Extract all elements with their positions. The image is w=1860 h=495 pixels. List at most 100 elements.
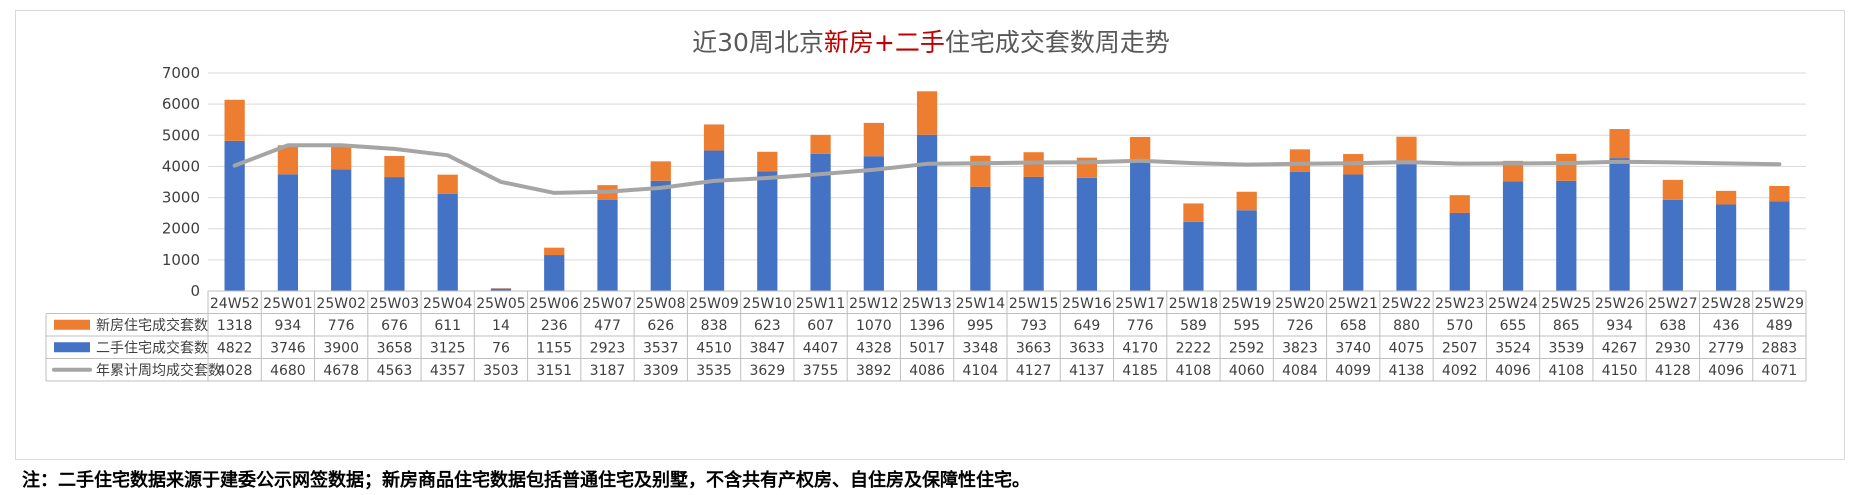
bar-second-hand bbox=[1289, 171, 1311, 291]
data-value-cell: 655 bbox=[1500, 318, 1527, 334]
data-value-cell: 4086 bbox=[909, 363, 945, 379]
bar-second-hand bbox=[703, 150, 725, 291]
bar-second-hand bbox=[1130, 161, 1151, 291]
bar-new-home bbox=[1556, 153, 1577, 181]
data-value-cell: 2930 bbox=[1655, 340, 1691, 356]
data-value-cell: 3746 bbox=[270, 340, 306, 356]
category-label: 25W08 bbox=[636, 296, 685, 312]
data-value-cell: 2222 bbox=[1176, 340, 1212, 356]
legend-key-box bbox=[54, 319, 90, 330]
category-label: 25W04 bbox=[423, 296, 473, 312]
bar-second-hand bbox=[331, 169, 352, 291]
y-tick-label: 0 bbox=[190, 282, 200, 300]
category-label: 25W09 bbox=[689, 296, 738, 312]
data-value-cell: 14 bbox=[492, 318, 510, 334]
data-value-cell: 4084 bbox=[1282, 363, 1318, 379]
data-value-cell: 4128 bbox=[1655, 363, 1691, 379]
data-value-cell: 4563 bbox=[377, 363, 413, 379]
legend-label: 新房住宅成交套数 bbox=[96, 317, 208, 334]
category-label: 25W11 bbox=[796, 296, 845, 312]
bar-new-home bbox=[1289, 149, 1311, 172]
data-value-cell: 4407 bbox=[803, 340, 839, 356]
data-value-cell: 934 bbox=[275, 318, 302, 334]
bar-second-hand bbox=[916, 134, 938, 291]
data-value-cell: 934 bbox=[1606, 318, 1633, 334]
category-label: 25W01 bbox=[263, 296, 312, 312]
chart-title: 近30周北京新房+二手住宅成交套数周走势 bbox=[16, 23, 1846, 59]
bar-second-hand bbox=[277, 174, 299, 291]
data-value-cell: 3629 bbox=[749, 363, 785, 379]
data-value-cell: 4510 bbox=[696, 340, 732, 356]
category-label: 25W05 bbox=[476, 296, 525, 312]
category-label: 25W28 bbox=[1701, 296, 1750, 312]
bar-second-hand bbox=[1556, 180, 1577, 291]
bar-new-home bbox=[1130, 136, 1151, 162]
bar-second-hand bbox=[490, 288, 512, 291]
bar-second-hand bbox=[1609, 158, 1630, 291]
bar-new-home bbox=[1715, 190, 1737, 205]
data-value-cell: 3309 bbox=[643, 363, 679, 379]
data-value-cell: 2923 bbox=[590, 340, 626, 356]
data-value-cell: 726 bbox=[1287, 318, 1314, 334]
data-value-cell: 2507 bbox=[1442, 340, 1478, 356]
bar-new-home bbox=[277, 145, 299, 175]
bar-new-home bbox=[916, 91, 938, 135]
data-value-cell: 3537 bbox=[643, 340, 679, 356]
data-value-cell: 1318 bbox=[217, 318, 253, 334]
bar-second-hand bbox=[1715, 204, 1737, 291]
data-value-cell: 4678 bbox=[323, 363, 359, 379]
data-value-cell: 1396 bbox=[909, 318, 945, 334]
category-label: 25W03 bbox=[370, 296, 419, 312]
category-label: 25W26 bbox=[1595, 296, 1645, 312]
bar-second-hand bbox=[384, 177, 405, 291]
data-value-cell: 3740 bbox=[1335, 340, 1371, 356]
bar-second-hand bbox=[1236, 210, 1257, 291]
bar-second-hand bbox=[810, 153, 831, 291]
data-value-cell: 995 bbox=[967, 318, 994, 334]
bar-new-home bbox=[810, 134, 831, 154]
data-value-cell: 4150 bbox=[1602, 363, 1638, 379]
bar-second-hand bbox=[1662, 199, 1683, 291]
bar-second-hand bbox=[1183, 221, 1204, 291]
bar-new-home bbox=[863, 122, 884, 157]
title-part-4: 二手 bbox=[894, 28, 945, 57]
data-value-cell: 4680 bbox=[270, 363, 306, 379]
footnote: 注：二手住宅数据来源于建委公示网签数据；新房商品住宅数据包括普通住宅及别墅，不含… bbox=[22, 470, 1030, 491]
category-label: 25W16 bbox=[1062, 296, 1112, 312]
category-label: 25W18 bbox=[1169, 296, 1218, 312]
category-label: 25W07 bbox=[583, 296, 632, 312]
data-value-cell: 4071 bbox=[1762, 363, 1798, 379]
data-value-cell: 4028 bbox=[217, 363, 253, 379]
data-value-cell: 4357 bbox=[430, 363, 466, 379]
category-label: 25W12 bbox=[849, 296, 898, 312]
y-tick-label: 4000 bbox=[162, 157, 200, 175]
bar-new-home bbox=[384, 156, 405, 178]
data-value-cell: 649 bbox=[1074, 318, 1101, 334]
legend-key-box bbox=[54, 342, 90, 353]
legend-label: 年累计周均成交套数 bbox=[96, 362, 222, 379]
bar-second-hand bbox=[1449, 212, 1470, 291]
data-value-cell: 607 bbox=[807, 318, 834, 334]
title-part-5: 住宅成交套数周走势 bbox=[944, 28, 1170, 57]
data-value-cell: 4075 bbox=[1389, 340, 1425, 356]
bar-second-hand bbox=[1769, 201, 1790, 291]
data-value-cell: 3503 bbox=[483, 363, 519, 379]
category-label: 25W22 bbox=[1382, 296, 1431, 312]
category-label: 25W19 bbox=[1222, 296, 1271, 312]
bar-new-home bbox=[1662, 179, 1683, 200]
avg-line bbox=[232, 143, 1782, 195]
legend-label: 二手住宅成交套数 bbox=[96, 339, 208, 356]
data-value-cell: 3755 bbox=[803, 363, 839, 379]
data-value-cell: 3535 bbox=[696, 363, 732, 379]
category-label: 25W17 bbox=[1115, 296, 1164, 312]
data-value-cell: 2779 bbox=[1708, 340, 1744, 356]
category-label: 25W13 bbox=[902, 296, 951, 312]
category-label: 25W20 bbox=[1275, 296, 1324, 312]
bar-new-home bbox=[1183, 203, 1204, 222]
bar-second-hand bbox=[757, 171, 778, 291]
y-tick-label: 1000 bbox=[162, 251, 200, 269]
title-part-1: 近30周北京 bbox=[692, 28, 824, 57]
data-value-cell: 623 bbox=[754, 318, 781, 334]
data-value-cell: 776 bbox=[1127, 318, 1154, 334]
y-tick-label: 2000 bbox=[162, 220, 200, 238]
